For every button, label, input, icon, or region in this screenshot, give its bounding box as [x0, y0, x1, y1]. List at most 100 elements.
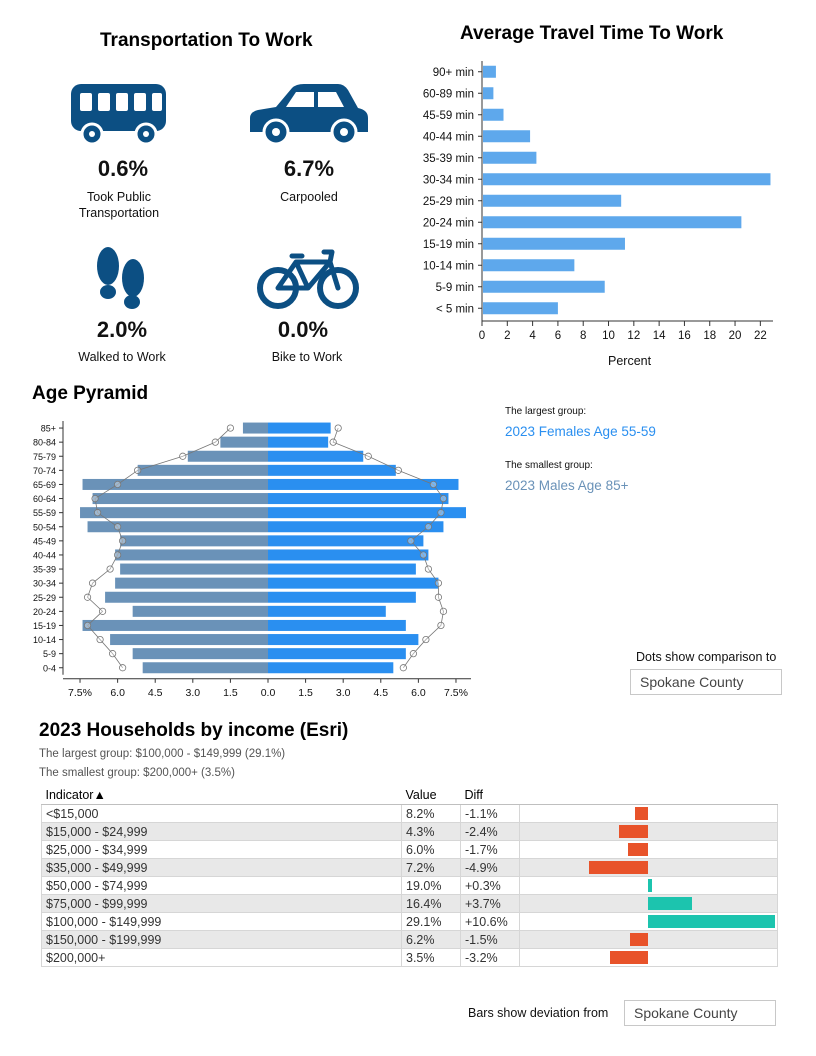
- comparison-dot: [119, 537, 127, 545]
- deviation-bar-cell: [519, 912, 778, 931]
- comparison-dot: [83, 621, 92, 630]
- table-row[interactable]: $15,000 - $24,999 4.3% -2.4%: [41, 822, 778, 841]
- male-bar: [82, 478, 268, 490]
- column-header-value[interactable]: Value: [401, 786, 461, 805]
- x-tick-label: 4.5: [373, 687, 388, 699]
- public-transport-value: 0.6%: [97, 156, 149, 181]
- indicator-cell: $100,000 - $149,999: [41, 912, 402, 931]
- deviation-bar: [609, 951, 648, 964]
- deviation-bar-cell: [519, 894, 778, 913]
- x-tick-label: 3.0: [336, 687, 351, 699]
- indicator-cell: $50,000 - $74,999: [41, 876, 402, 895]
- x-tick-label: 3.0: [186, 687, 201, 699]
- walked-value: 2.0%: [96, 317, 148, 342]
- column-header-diff[interactable]: Diff: [460, 786, 520, 805]
- smallest-group-value[interactable]: 2023 Males Age 85+: [505, 478, 629, 493]
- diff-cell: -4.9%: [460, 858, 520, 877]
- table-row[interactable]: <$15,000 8.2% -1.1%: [41, 804, 778, 823]
- comparison-dot: [334, 424, 342, 432]
- footprints-icon: [88, 246, 152, 310]
- age-label: 35-39: [33, 565, 56, 575]
- male-bar: [105, 591, 268, 603]
- category-label: 25-29 min: [423, 196, 474, 208]
- female-bar: [268, 493, 449, 505]
- male-bar: [137, 464, 268, 476]
- deviation-select[interactable]: Spokane County: [624, 1000, 776, 1026]
- comparison-dot: [114, 480, 122, 489]
- category-label: 40-44 min: [423, 131, 474, 143]
- carpooled-value: 6.7%: [283, 156, 335, 181]
- value-cell: 6.2%: [401, 930, 461, 949]
- compare-select[interactable]: Spokane County: [630, 669, 782, 695]
- category-label: 5-9 min: [436, 282, 474, 294]
- male-bar: [132, 605, 268, 617]
- comparison-dot: [96, 635, 104, 644]
- female-bar: [268, 634, 419, 646]
- value-cell: 3.5%: [401, 948, 461, 967]
- table-row[interactable]: $25,000 - $34,999 6.0% -1.7%: [41, 840, 778, 859]
- value-cell: 6.0%: [401, 840, 461, 859]
- column-header-indicator[interactable]: Indicator▲: [41, 786, 402, 805]
- female-bar: [268, 464, 396, 476]
- largest-group-label: The largest group:: [505, 406, 587, 417]
- pyramid-title: Age Pyramid: [32, 383, 149, 404]
- diff-cell: +0.3%: [460, 876, 520, 895]
- income-title: 2023 Households by income (Esri): [39, 720, 349, 741]
- male-bar: [132, 648, 268, 660]
- female-bar: [268, 648, 406, 660]
- deviation-bar: [648, 897, 693, 910]
- age-label: 55-59: [33, 508, 56, 518]
- comparison-dot: [226, 424, 235, 432]
- age-label: 80-84: [33, 438, 56, 448]
- deviation-bar: [630, 933, 648, 946]
- table-row[interactable]: $75,000 - $99,999 16.4% +3.7%: [41, 894, 778, 913]
- table-row[interactable]: $35,000 - $49,999 7.2% -4.9%: [41, 858, 778, 877]
- x-tick-label: 18: [703, 330, 716, 342]
- comparison-dot: [93, 509, 102, 517]
- male-bar: [187, 450, 268, 462]
- male-bar: [87, 521, 268, 533]
- x-tick-label: 12: [627, 330, 640, 342]
- age-label: 45-49: [33, 536, 56, 546]
- x-tick-label: 7.5%: [68, 687, 92, 699]
- table-row[interactable]: $200,000+ 3.5% -3.2%: [41, 948, 778, 967]
- table-row[interactable]: $150,000 - $199,999 6.2% -1.5%: [41, 930, 778, 949]
- travel-bar: [483, 237, 625, 250]
- value-cell: 7.2%: [401, 858, 461, 877]
- value-cell: 29.1%: [401, 912, 461, 931]
- age-label: 60-64: [33, 494, 56, 504]
- male-bar: [120, 563, 268, 575]
- age-label: 10-14: [33, 635, 56, 645]
- largest-group-value[interactable]: 2023 Females Age 55-59: [505, 424, 656, 439]
- female-bar: [268, 450, 364, 462]
- deviation-bar-cell: [519, 840, 778, 859]
- female-bar: [268, 549, 429, 561]
- travel-bar: [483, 108, 504, 121]
- x-tick-label: 1.5: [223, 687, 238, 699]
- comparison-dot: [329, 438, 337, 446]
- deviation-bar: [627, 843, 648, 856]
- comparison-dot: [429, 480, 438, 489]
- walked-label: Walked to Work: [78, 350, 166, 364]
- x-tick-label: 14: [653, 330, 666, 342]
- x-tick-label: 1.5: [298, 687, 313, 699]
- female-bar: [268, 619, 406, 631]
- age-label: 50-54: [33, 522, 56, 532]
- travel-bar: [483, 302, 558, 315]
- bike-label: Bike to Work: [271, 350, 343, 364]
- x-tick-label: 0: [479, 330, 485, 342]
- car-icon: [246, 82, 372, 146]
- female-bar: [268, 535, 424, 547]
- comparison-dot: [106, 565, 114, 573]
- diff-cell: +10.6%: [460, 912, 520, 931]
- indicator-cell: $75,000 - $99,999: [41, 894, 402, 913]
- diff-cell: +3.7%: [460, 894, 520, 913]
- x-tick-label: 4.5: [148, 687, 163, 699]
- comparison-dot: [419, 551, 427, 559]
- table-row[interactable]: $100,000 - $149,999 29.1% +10.6%: [41, 912, 778, 931]
- public-transport-label: Took Public Transportation: [78, 190, 160, 220]
- age-pyramid-chart: 85+ 80-84 75-79 70-74 65-69 60-64 55-59 50-54 45…: [33, 421, 471, 699]
- income-largest: The largest group: $100,000 - $149,999 (…: [39, 748, 286, 760]
- table-row[interactable]: $50,000 - $74,999 19.0% +0.3%: [41, 876, 778, 895]
- bus-icon: [70, 82, 168, 146]
